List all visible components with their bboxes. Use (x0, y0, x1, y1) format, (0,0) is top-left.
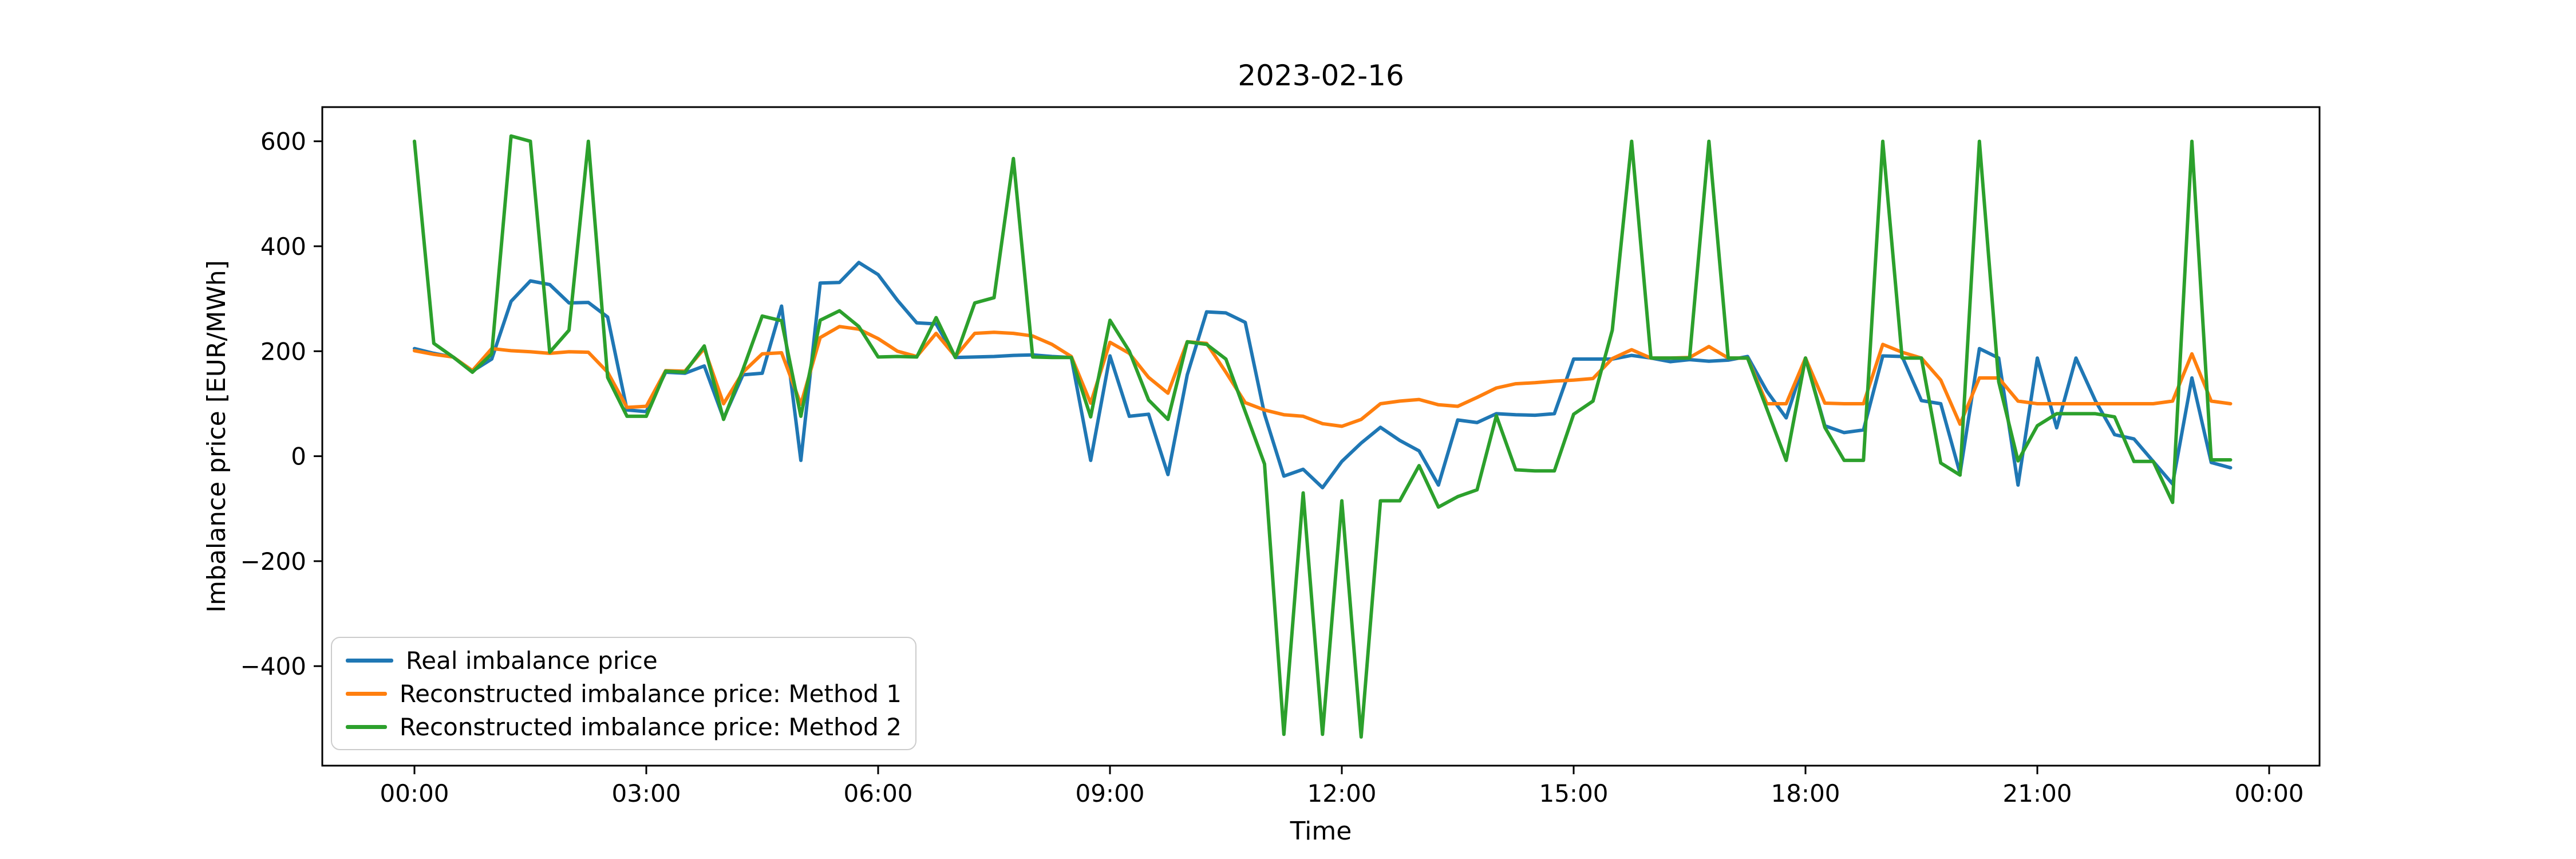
series-line-1 (413, 261, 2233, 490)
y-axis-title: Imbalance price [EUR/MWh] (202, 260, 231, 613)
x-tick-label: 00:00 (2234, 779, 2304, 807)
x-tick-label: 06:00 (843, 779, 912, 807)
y-tick-label: 0 (291, 443, 306, 471)
legend-label: Real imbalance price (406, 646, 658, 675)
legend-line-sample-orange (346, 691, 387, 696)
legend-line-sample-green (346, 724, 387, 729)
legend-line-sample-blue (346, 658, 393, 663)
y-tick-label: 400 (260, 233, 306, 261)
x-tick-label: 09:00 (1075, 779, 1144, 807)
legend-entry-real: Real imbalance price (346, 647, 902, 675)
x-tick-label: 00:00 (380, 779, 449, 807)
series-line-3 (413, 134, 2233, 739)
y-tick-label: 600 (260, 128, 306, 156)
chart-title: 2023-02-16 (1238, 59, 1404, 92)
x-tick-label: 18:00 (1771, 779, 1840, 807)
y-tick-label: −400 (240, 652, 306, 680)
axes-frame (321, 106, 2321, 767)
legend: Real imbalance price Reconstructed imbal… (331, 637, 916, 750)
y-tick-label: −200 (240, 547, 306, 576)
y-tick-label: 200 (260, 337, 306, 365)
x-tick-label: 03:00 (611, 779, 681, 807)
x-tick-label: 12:00 (1307, 779, 1376, 807)
series-line-2 (413, 325, 2233, 428)
legend-label: Reconstructed imbalance price: Method 2 (399, 712, 902, 741)
legend-entry-method2: Reconstructed imbalance price: Method 2 (346, 713, 902, 741)
legend-label: Reconstructed imbalance price: Method 1 (399, 679, 902, 708)
x-axis-title: Time (1290, 817, 1352, 846)
x-tick-label: 21:00 (2002, 779, 2072, 807)
legend-entry-method1: Reconstructed imbalance price: Method 1 (346, 680, 902, 708)
x-tick-label: 15:00 (1539, 779, 1608, 807)
